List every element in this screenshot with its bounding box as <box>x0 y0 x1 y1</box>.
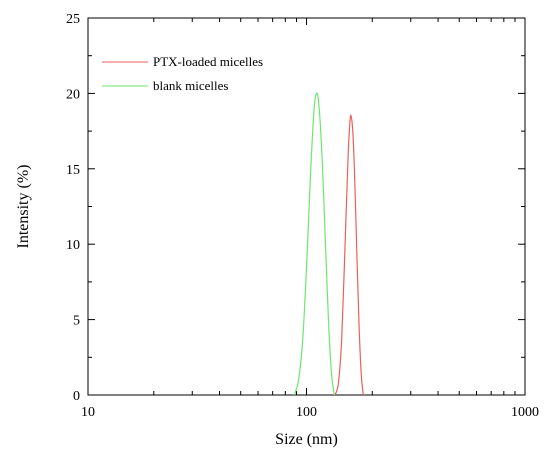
y-tick-label: 5 <box>73 314 80 329</box>
x-tick-label: 100 <box>296 405 317 420</box>
y-tick-label: 15 <box>66 163 80 178</box>
y-axis-title: Intensity (%) <box>15 165 32 249</box>
plot-frame <box>87 17 526 396</box>
y-axis-tick-labels: 0 5 10 15 20 25 <box>66 12 80 404</box>
x-axis-tick-labels: 10 100 1000 <box>81 405 539 420</box>
x-axis-title: Size (nm) <box>275 431 338 448</box>
legend-label-blank-micelles: blank micelles <box>153 78 228 93</box>
plot-area <box>87 17 526 396</box>
x-tick-label: 1000 <box>511 405 539 420</box>
y-tick-label: 10 <box>66 238 80 253</box>
x-tick-label: 10 <box>81 405 95 420</box>
series-line-blank-micelles <box>293 92 335 396</box>
legend: PTX-loaded micelles blank micelles <box>102 54 263 93</box>
x-axis-ticks <box>87 18 526 395</box>
y-tick-label: 20 <box>66 87 80 102</box>
y-axis-ticks <box>88 17 525 396</box>
y-tick-label: 25 <box>66 12 80 27</box>
series-lines <box>293 92 364 396</box>
legend-label-ptx-loaded-micelles: PTX-loaded micelles <box>153 54 263 69</box>
y-tick-label: 0 <box>73 389 80 404</box>
series-line-ptx-loaded-micelles <box>334 114 364 396</box>
